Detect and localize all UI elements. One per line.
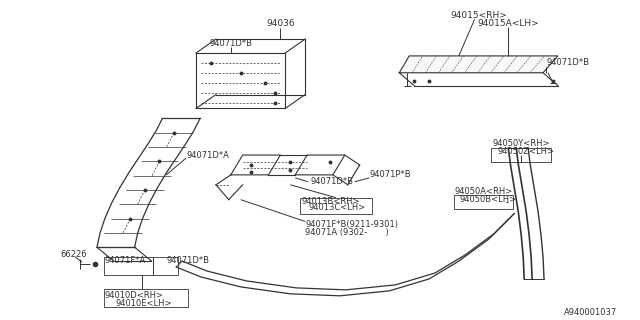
Text: 94071D*B: 94071D*B (310, 177, 353, 186)
Text: 94010D<RH>: 94010D<RH> (105, 291, 164, 300)
Polygon shape (399, 56, 558, 73)
Text: 94071D*B: 94071D*B (546, 58, 589, 67)
Text: 94071A (9302-       ): 94071A (9302- ) (305, 228, 389, 237)
Text: 94010E<LH>: 94010E<LH> (116, 299, 172, 308)
Text: 94013B<RH>: 94013B<RH> (301, 197, 360, 206)
Text: 94015<RH>: 94015<RH> (450, 11, 507, 20)
Text: 94050A<RH>: 94050A<RH> (455, 187, 513, 196)
Bar (454, 195, 513, 209)
Text: 94071D*B: 94071D*B (166, 256, 209, 265)
Text: A940001037: A940001037 (564, 308, 618, 317)
Text: 94013C<LH>: 94013C<LH> (308, 203, 365, 212)
Text: 94071P*B: 94071P*B (369, 170, 411, 180)
Bar (300, 198, 372, 213)
Text: 94050Z<LH>: 94050Z<LH> (497, 147, 554, 156)
Text: 66226: 66226 (60, 250, 87, 259)
Text: 94015A<LH>: 94015A<LH> (477, 19, 540, 28)
Text: 94071D*B: 94071D*B (209, 38, 252, 48)
Text: 94036: 94036 (266, 19, 294, 28)
Bar (104, 289, 188, 307)
Text: 94071F*B(9211-9301): 94071F*B(9211-9301) (305, 220, 398, 229)
Bar (492, 148, 551, 162)
Text: 94071D*A: 94071D*A (186, 150, 229, 160)
Text: 94071F*A: 94071F*A (105, 256, 146, 265)
Text: 94050Y<RH>: 94050Y<RH> (493, 139, 550, 148)
Text: 94050B<LH>: 94050B<LH> (460, 195, 517, 204)
Bar (104, 257, 179, 275)
